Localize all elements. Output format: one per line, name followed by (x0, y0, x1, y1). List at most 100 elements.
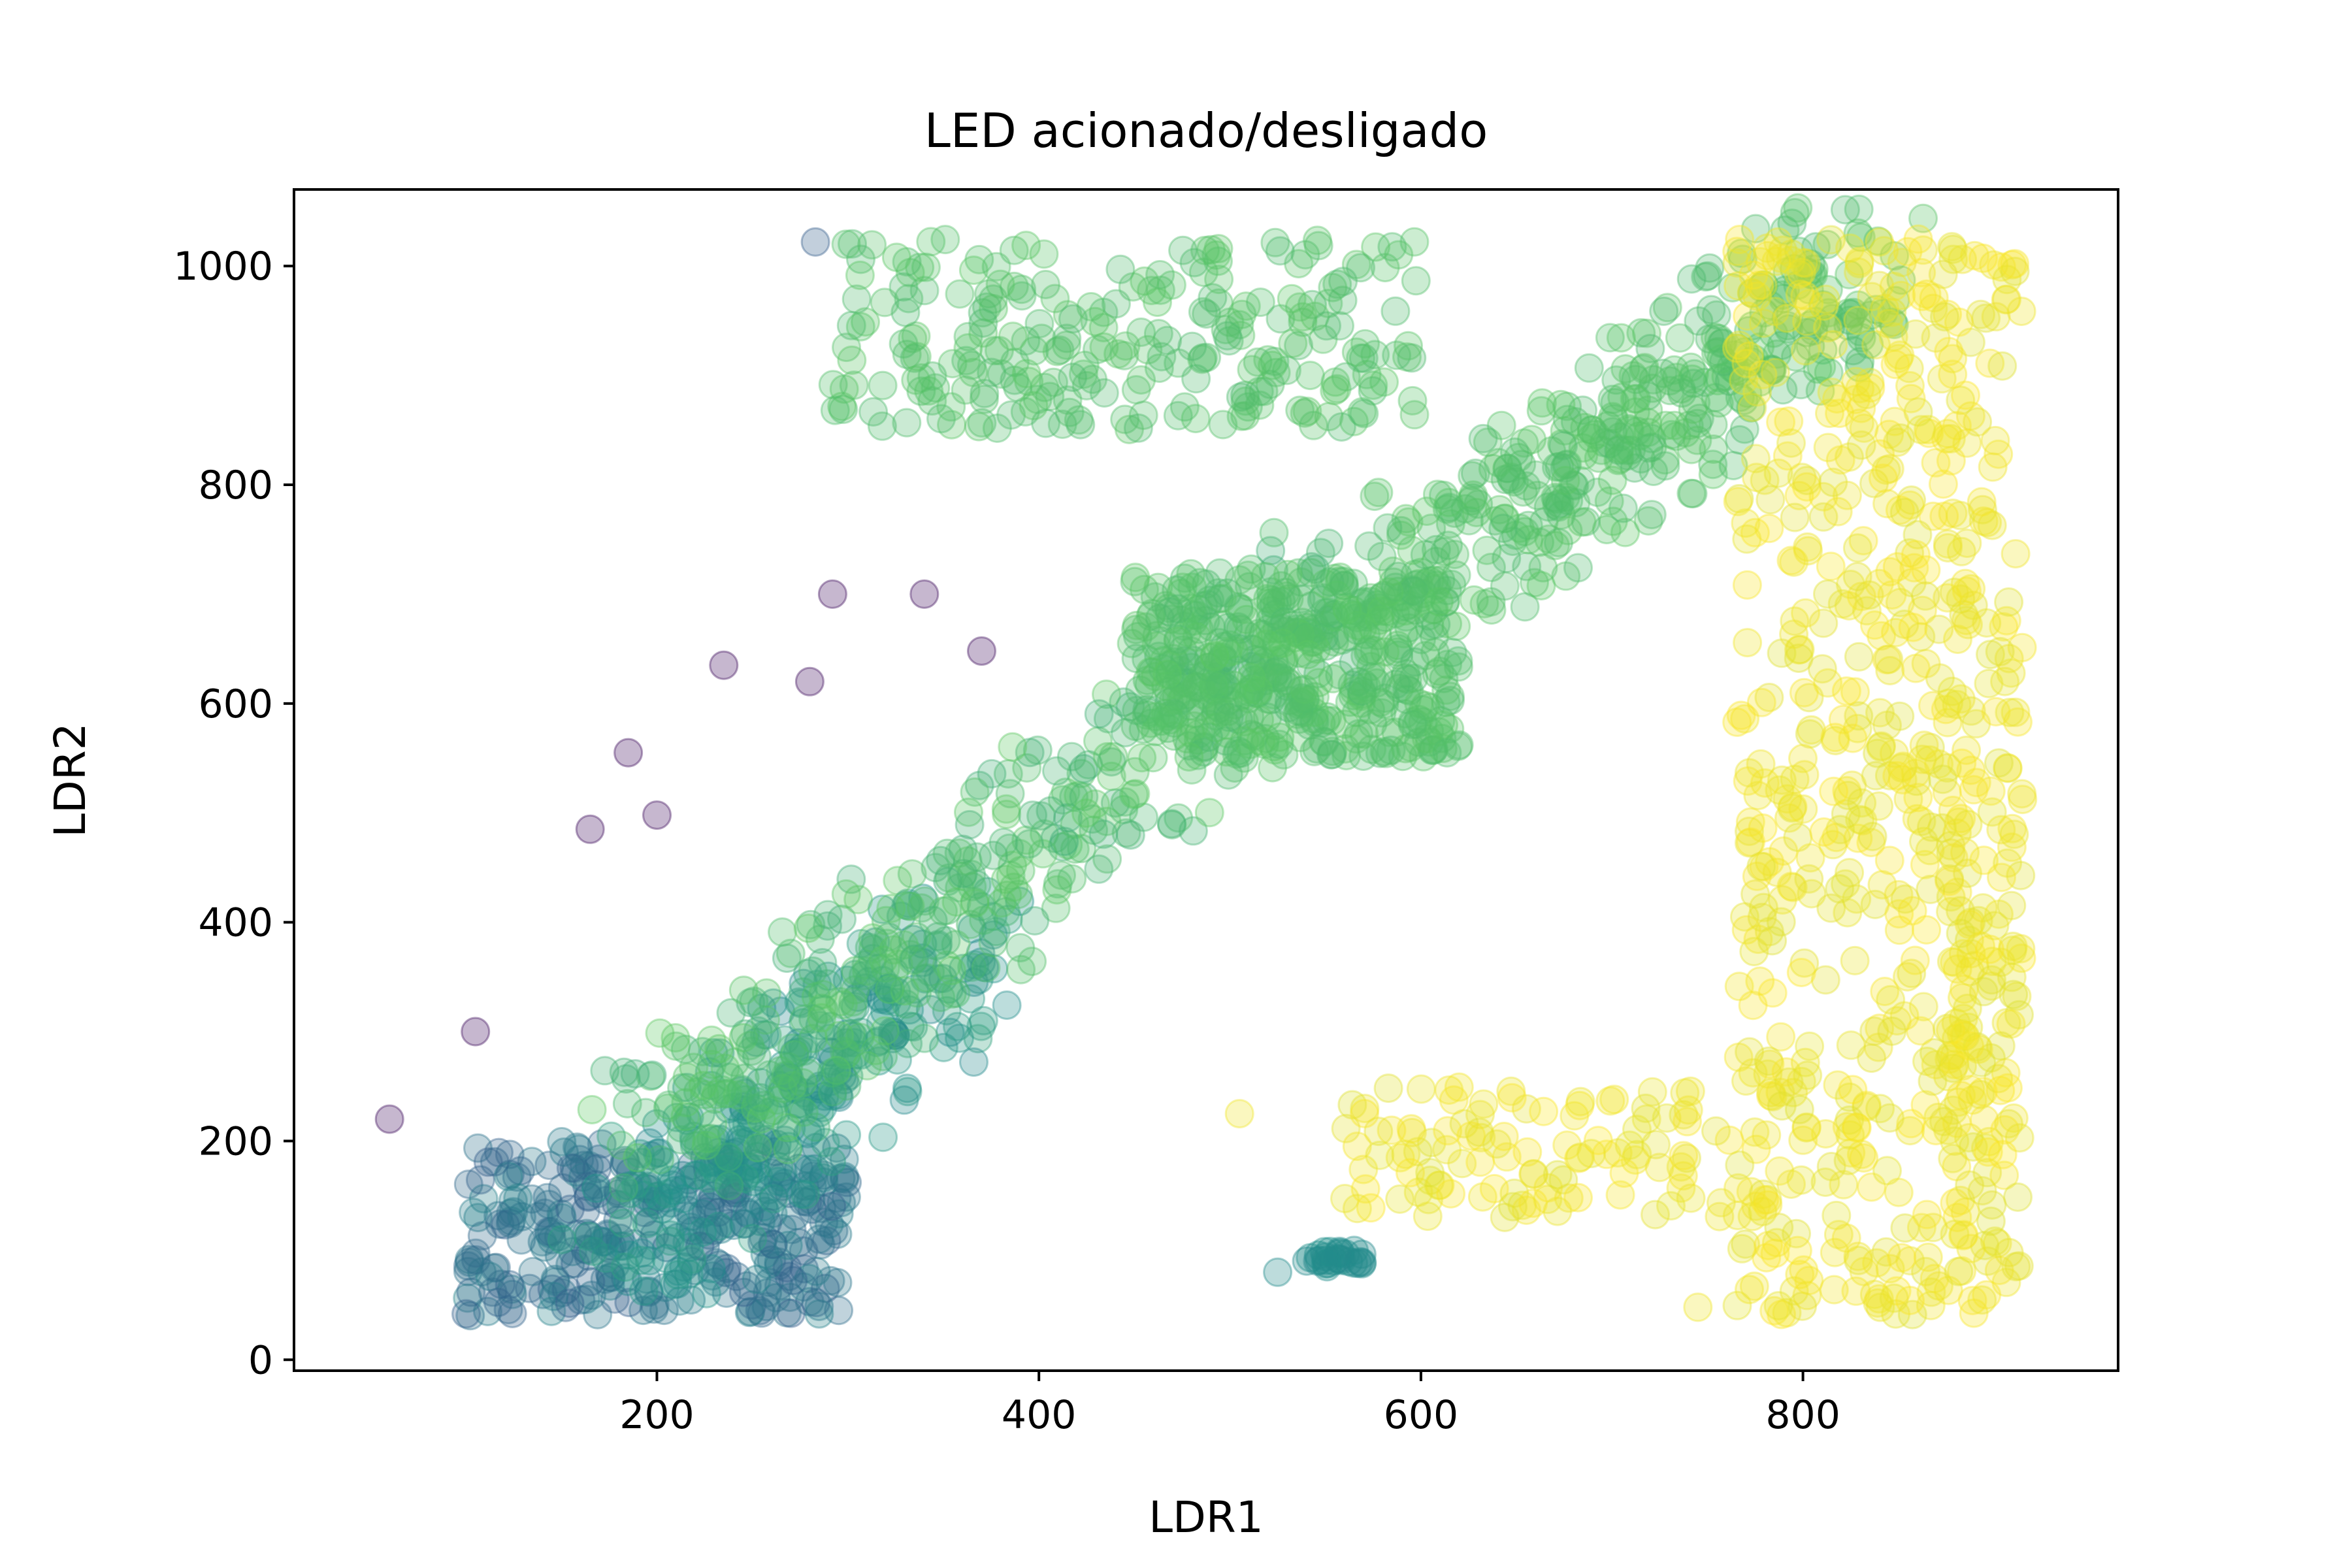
scatter-point (453, 1169, 483, 1200)
scatter-point (653, 1179, 683, 1209)
scatter-point (1683, 1292, 1713, 1322)
scatter-point (851, 973, 881, 1003)
scatter-point (497, 1299, 527, 1328)
scatter-point (934, 863, 964, 893)
scatter-point (709, 650, 739, 680)
scatter-point (1333, 622, 1364, 652)
scatter-point (740, 1185, 770, 1215)
scatter-point (998, 321, 1028, 351)
scatter-point (840, 992, 870, 1022)
scatter-point (651, 1243, 681, 1273)
scatter-point (1786, 958, 1816, 987)
scatter-point (566, 1285, 596, 1315)
scatter-point (764, 1250, 794, 1281)
scatter-point (1424, 587, 1454, 617)
scatter-point (1120, 779, 1151, 809)
scatter-point (728, 1092, 759, 1122)
scatter-point (692, 1279, 721, 1309)
scatter-point (1092, 844, 1122, 874)
scatter-point (751, 978, 781, 1008)
scatter-point (671, 1088, 701, 1118)
scatter-point (559, 1153, 589, 1183)
scatter-point (1166, 662, 1196, 693)
scatter-point (1259, 517, 1289, 547)
scatter-point (740, 1149, 770, 1179)
scatter-point (732, 1271, 762, 1301)
scatter-point (674, 1259, 704, 1289)
scatter-point (1203, 674, 1233, 704)
scatter-point (880, 1021, 910, 1051)
scatter-point (674, 1232, 704, 1262)
scatter-point (632, 1188, 662, 1218)
scatter-point (1156, 809, 1186, 839)
scatter-point (1906, 415, 1936, 445)
scatter-point (959, 968, 989, 997)
scatter-point (1222, 655, 1252, 685)
scatter-point (941, 978, 971, 1008)
scatter-point (577, 1281, 606, 1311)
scatter-point (759, 1184, 789, 1214)
scatter-point (945, 279, 975, 309)
scatter-point (664, 1286, 694, 1316)
scatter-point (593, 1219, 623, 1249)
scatter-point (1838, 1075, 1868, 1105)
scatter-point (682, 1160, 712, 1190)
scatter-point (759, 1230, 789, 1260)
scatter-point (640, 1158, 670, 1188)
scatter-point (701, 1171, 730, 1201)
scatter-point (523, 1201, 553, 1232)
scatter-point (879, 1018, 909, 1048)
scatter-point (932, 950, 962, 980)
scatter-point (1367, 582, 1397, 612)
scatter-point (1526, 571, 1556, 600)
scatter-point (1812, 313, 1842, 343)
scatter-point (796, 1116, 825, 1145)
scatter-point (686, 1098, 716, 1128)
scatter-point (733, 1151, 763, 1181)
scatter-point (600, 1284, 630, 1314)
scatter-point (790, 1171, 820, 1201)
scatter-point (1012, 753, 1042, 783)
scatter-point (728, 975, 759, 1005)
scatter-point (770, 1168, 800, 1198)
scatter-point (745, 1296, 775, 1326)
scatter-point (651, 1233, 681, 1263)
scatter-point (1135, 708, 1166, 738)
scatter-point (706, 1215, 736, 1244)
scatter-point (739, 1096, 769, 1126)
scatter-point (1163, 626, 1193, 656)
scatter-point (789, 1236, 819, 1266)
scatter-point (698, 1037, 728, 1068)
scatter-point (867, 411, 897, 441)
scatter-point (560, 1249, 590, 1279)
scatter-point (695, 1192, 725, 1222)
scatter-point (832, 1168, 862, 1198)
scatter-point (677, 1244, 707, 1274)
scatter-point (600, 1250, 630, 1280)
scatter-point (546, 1199, 576, 1229)
scatter-point (693, 1148, 723, 1178)
scatter-point (767, 1171, 797, 1201)
scatter-point (1944, 1256, 1974, 1286)
scatter-point (957, 914, 987, 943)
scatter-point (629, 1296, 659, 1326)
scatter-point (1297, 552, 1327, 582)
scatter-point (611, 1064, 641, 1094)
scatter-point (484, 1137, 514, 1168)
scatter-point (894, 891, 924, 921)
scatter-point (1250, 666, 1281, 696)
scatter-point (465, 1165, 495, 1195)
scatter-point (615, 1179, 645, 1209)
scatter-point (574, 1181, 604, 1211)
scatter-point (801, 1288, 831, 1318)
scatter-point (825, 987, 855, 1017)
scatter-point (1597, 417, 1627, 447)
scatter-point (1967, 487, 1997, 517)
scatter-point (1371, 738, 1401, 768)
scatter-point (591, 1186, 621, 1215)
scatter-point (1181, 364, 1211, 394)
scatter-point (630, 1173, 661, 1203)
scatter-point (773, 1061, 803, 1090)
scatter-point (1293, 640, 1323, 670)
scatter-point (737, 1290, 767, 1320)
